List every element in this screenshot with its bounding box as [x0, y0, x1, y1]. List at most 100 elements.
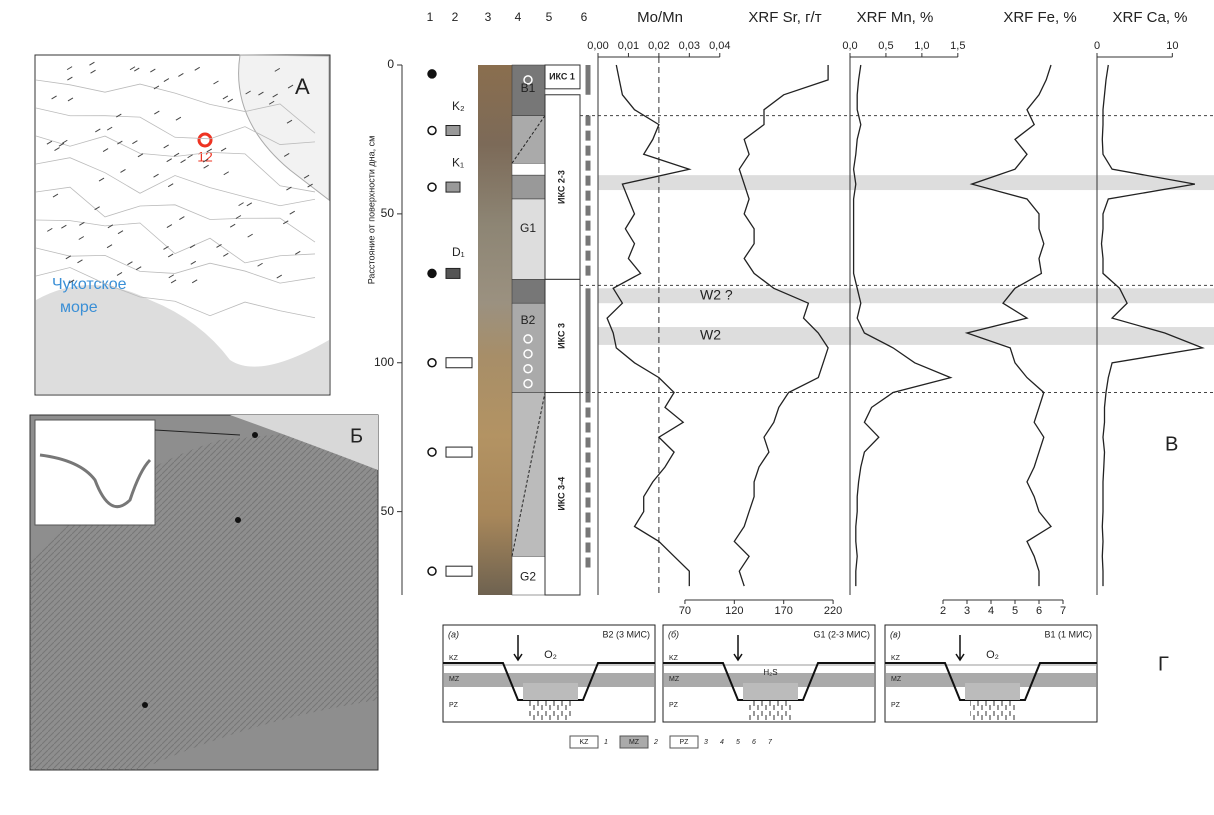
map-b: Б — [29, 414, 379, 771]
current-arrow — [223, 171, 229, 176]
legend-label: PZ — [680, 739, 690, 746]
current-arrow — [175, 116, 182, 121]
diagram-title: B1 (1 МИС) — [1045, 629, 1092, 639]
current-arrow — [154, 110, 160, 115]
panel-label: Б — [350, 425, 363, 447]
current-arrow — [94, 206, 100, 211]
current-arrow — [135, 266, 142, 271]
data-curve — [606, 64, 692, 587]
current-arrow — [268, 100, 275, 105]
layer-label: KZ — [669, 655, 679, 662]
column-number: 4 — [515, 10, 522, 24]
current-arrow — [163, 78, 170, 83]
station-marker — [197, 132, 213, 148]
map-a: А 12 Чукотское море — [34, 54, 331, 396]
legend-label: 5 — [736, 739, 740, 746]
current-arrow — [77, 259, 83, 264]
column-number: 5 — [546, 10, 553, 24]
y-tick-label: 100 — [374, 355, 394, 369]
current-arrow — [68, 279, 75, 284]
x-tick-label: 5 — [1012, 605, 1018, 617]
event-label: W2 — [700, 327, 721, 343]
stage-box — [544, 64, 581, 90]
pebble — [523, 349, 533, 359]
fault-zone — [970, 700, 1015, 720]
lithology-link — [511, 392, 546, 557]
x-tick-label: 1,5 — [950, 40, 965, 52]
x-tick-label: 0,5 — [878, 40, 893, 52]
contour — [35, 79, 316, 134]
current-arrow — [286, 186, 292, 191]
legend-label: 4 — [720, 739, 724, 746]
pebble — [523, 334, 533, 344]
sample-dot — [427, 358, 437, 368]
panel-label: А — [295, 74, 310, 99]
sample-dot — [427, 69, 437, 79]
current-arrow — [89, 61, 95, 66]
current-arrow — [258, 91, 264, 96]
current-arrow — [189, 244, 196, 249]
current-arrow — [178, 73, 184, 77]
unit-label: G2 — [520, 569, 536, 583]
panel-label: Г — [1158, 653, 1169, 675]
pebble — [523, 363, 533, 374]
x-tick-label: 7 — [1060, 605, 1066, 617]
contour — [35, 219, 316, 264]
current-arrow — [274, 67, 281, 72]
sample-box — [445, 267, 461, 279]
stage-box — [544, 278, 581, 394]
column-number: 2 — [452, 10, 459, 24]
current-arrow — [229, 223, 236, 228]
current-arrow — [95, 128, 101, 133]
current-arrow — [187, 154, 193, 159]
stage-label: ИКС 1 — [549, 71, 575, 81]
current-arrow — [216, 244, 222, 248]
basin-fill — [965, 683, 1020, 700]
current-arrow — [117, 140, 123, 145]
current-arrow — [166, 158, 172, 163]
x-tick-label: 6 — [1036, 605, 1042, 617]
current-arrow — [283, 153, 290, 157]
current-arrow — [137, 153, 144, 158]
sample-dot — [427, 566, 437, 576]
column-number: 3 — [485, 10, 492, 24]
layer-label: PZ — [891, 702, 901, 709]
sample-box — [445, 357, 473, 369]
current-arrow — [282, 220, 289, 225]
current-arrow — [222, 95, 229, 100]
core-photo — [478, 65, 512, 595]
current-arrow — [180, 159, 186, 164]
sample-dot — [427, 447, 437, 457]
current-arrow — [238, 202, 244, 207]
contour — [35, 267, 316, 319]
legend-swatch — [669, 735, 699, 749]
current-arrow — [47, 227, 53, 232]
diagram-tag: (б) — [668, 629, 679, 639]
current-arrow — [61, 224, 67, 229]
legend-label: 6 — [752, 739, 756, 746]
chart-title: XRF Ca, % — [1112, 9, 1187, 26]
x-tick-label: 120 — [725, 605, 743, 617]
current-arrow — [78, 236, 85, 240]
x-tick-label: 0,0 — [842, 40, 857, 52]
current-arrow — [245, 90, 251, 95]
contour — [35, 135, 316, 193]
current-arrow — [294, 250, 301, 255]
current-arrow — [247, 233, 253, 238]
lithology — [511, 279, 546, 304]
panel-g: (a) B2 (3 МИС) O₂ KZ MZ PZ (б) G1 (2-3 МИС) H₂S K… — [442, 624, 1098, 749]
data-curve — [1100, 64, 1205, 587]
lithology — [511, 64, 546, 116]
event-label: W2 ? — [700, 286, 733, 302]
x-tick-label: 220 — [824, 605, 842, 617]
current-arrow — [46, 140, 53, 145]
current-arrow — [213, 80, 219, 85]
y-tick-label: 50 — [381, 206, 395, 220]
x-tick-label: 0 — [1094, 40, 1100, 52]
sample-label: D₁ — [452, 245, 465, 259]
current-arrow — [132, 140, 138, 145]
current-arrow — [276, 274, 283, 279]
diagram-gas: O₂ — [986, 649, 999, 661]
current-arrow — [246, 202, 253, 207]
event-band — [598, 175, 1214, 191]
